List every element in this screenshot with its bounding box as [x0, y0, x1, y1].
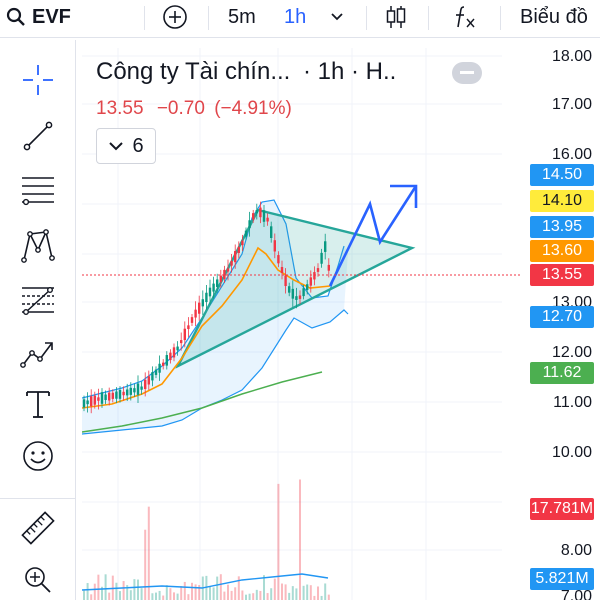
emoji-tool[interactable] [16, 434, 60, 478]
chart-type-button[interactable] [384, 0, 408, 34]
triangle-pattern [175, 208, 416, 369]
volume-badge: 5.821M [530, 568, 594, 590]
divider [500, 6, 501, 30]
compare-button[interactable] [162, 0, 192, 34]
chevron-down-icon [331, 13, 343, 21]
indicators-count: 6 [132, 134, 144, 157]
crosshair-tool[interactable] [16, 58, 60, 102]
interval-5m-button[interactable]: 5m [228, 0, 256, 34]
price-tick: 16.00 [551, 146, 592, 163]
fib-tool[interactable] [16, 168, 60, 212]
bollinger-band-fill [82, 200, 348, 434]
price-chart[interactable] [82, 48, 600, 600]
interval-5m-label: 5m [228, 5, 256, 28]
interval-dropdown[interactable] [330, 0, 344, 34]
projection-arrowhead [390, 184, 418, 208]
legend-interval: · 1h · H.. [303, 58, 397, 85]
price-badge: 13.55 [530, 264, 594, 286]
path-tool[interactable] [16, 332, 60, 376]
volume-bars [83, 479, 330, 600]
crosshair-icon [23, 65, 53, 95]
chart-menu-button[interactable]: Biểu đồ [520, 0, 588, 34]
chart-menu-label: Biểu đồ [520, 5, 588, 28]
projection-arrow [328, 185, 418, 287]
fx-icon [456, 6, 475, 28]
ma-green [82, 371, 323, 433]
symbol-search[interactable]: EVF [6, 0, 100, 34]
search-icon [6, 7, 25, 26]
candles [82, 201, 330, 414]
chart-pane[interactable]: Công ty Tài chín... · 1h · H.. 13.55 −0.… [82, 48, 600, 600]
zoom-in-tool[interactable] [16, 558, 60, 600]
prediction-tool[interactable] [16, 278, 60, 322]
volume-ma [82, 573, 329, 591]
price-tick: 7.00 [560, 588, 592, 600]
divider [0, 498, 75, 499]
measure-tool[interactable] [16, 506, 60, 550]
price-badge: 13.95 [530, 216, 594, 238]
legend-change: −0.70 [156, 98, 205, 119]
fib-lines-icon [22, 177, 54, 206]
interval-1h-label: 1h [284, 5, 307, 28]
pattern-icon [21, 229, 55, 263]
path-icon [20, 342, 53, 368]
plus-circle-icon [163, 5, 187, 29]
price-badge: 13.60 [530, 240, 594, 262]
indicators-collapse-button[interactable]: 6 [96, 128, 156, 164]
divider [366, 6, 367, 30]
bollinger-lower [82, 309, 349, 435]
volume-badge: 17.781M [530, 498, 594, 520]
prediction-icon [22, 286, 54, 316]
drawing-toolbar [0, 40, 76, 600]
price-tick: 17.00 [551, 96, 592, 113]
price-tick: 12.00 [551, 344, 592, 361]
emoji-icon [23, 441, 53, 471]
divider [144, 6, 145, 30]
price-badge: 12.70 [530, 306, 594, 328]
legend-symbol-name: Công ty Tài chín... [96, 58, 291, 85]
price-tick: 10.00 [551, 444, 592, 461]
symbol-label: EVF [32, 5, 71, 28]
text-icon [26, 391, 50, 418]
legend-change-pct: (−4.91%) [214, 98, 292, 119]
chevron-down-icon [109, 142, 124, 151]
ruler-icon [21, 511, 55, 545]
price-tick: 18.00 [551, 48, 592, 65]
divider [428, 6, 429, 30]
legend-minimize-button[interactable] [452, 62, 482, 84]
price-badge: 14.10 [530, 190, 594, 212]
legend-price-row: 13.55 −0.70 (−4.91%) [96, 98, 292, 120]
price-tick: 11.00 [553, 394, 592, 411]
trendline-icon [23, 121, 53, 151]
candles-icon [386, 6, 406, 28]
indicators-button[interactable] [452, 0, 478, 34]
interval-1h-button[interactable]: 1h [284, 0, 306, 34]
text-tool[interactable] [16, 382, 60, 426]
minus-icon [460, 71, 474, 74]
zoom-in-icon [25, 567, 51, 593]
price-badge: 14.50 [530, 164, 594, 186]
pattern-tool[interactable] [16, 224, 60, 268]
price-badge: 11.62 [530, 362, 594, 384]
legend-title[interactable]: Công ty Tài chín... · 1h · H.. [96, 58, 396, 86]
top-toolbar: EVF 5m 1h Biểu đồ [0, 0, 600, 38]
divider [208, 6, 209, 30]
price-tick: 8.00 [560, 542, 592, 559]
trendline-tool[interactable] [16, 114, 60, 158]
legend-last-price: 13.55 [96, 98, 144, 119]
